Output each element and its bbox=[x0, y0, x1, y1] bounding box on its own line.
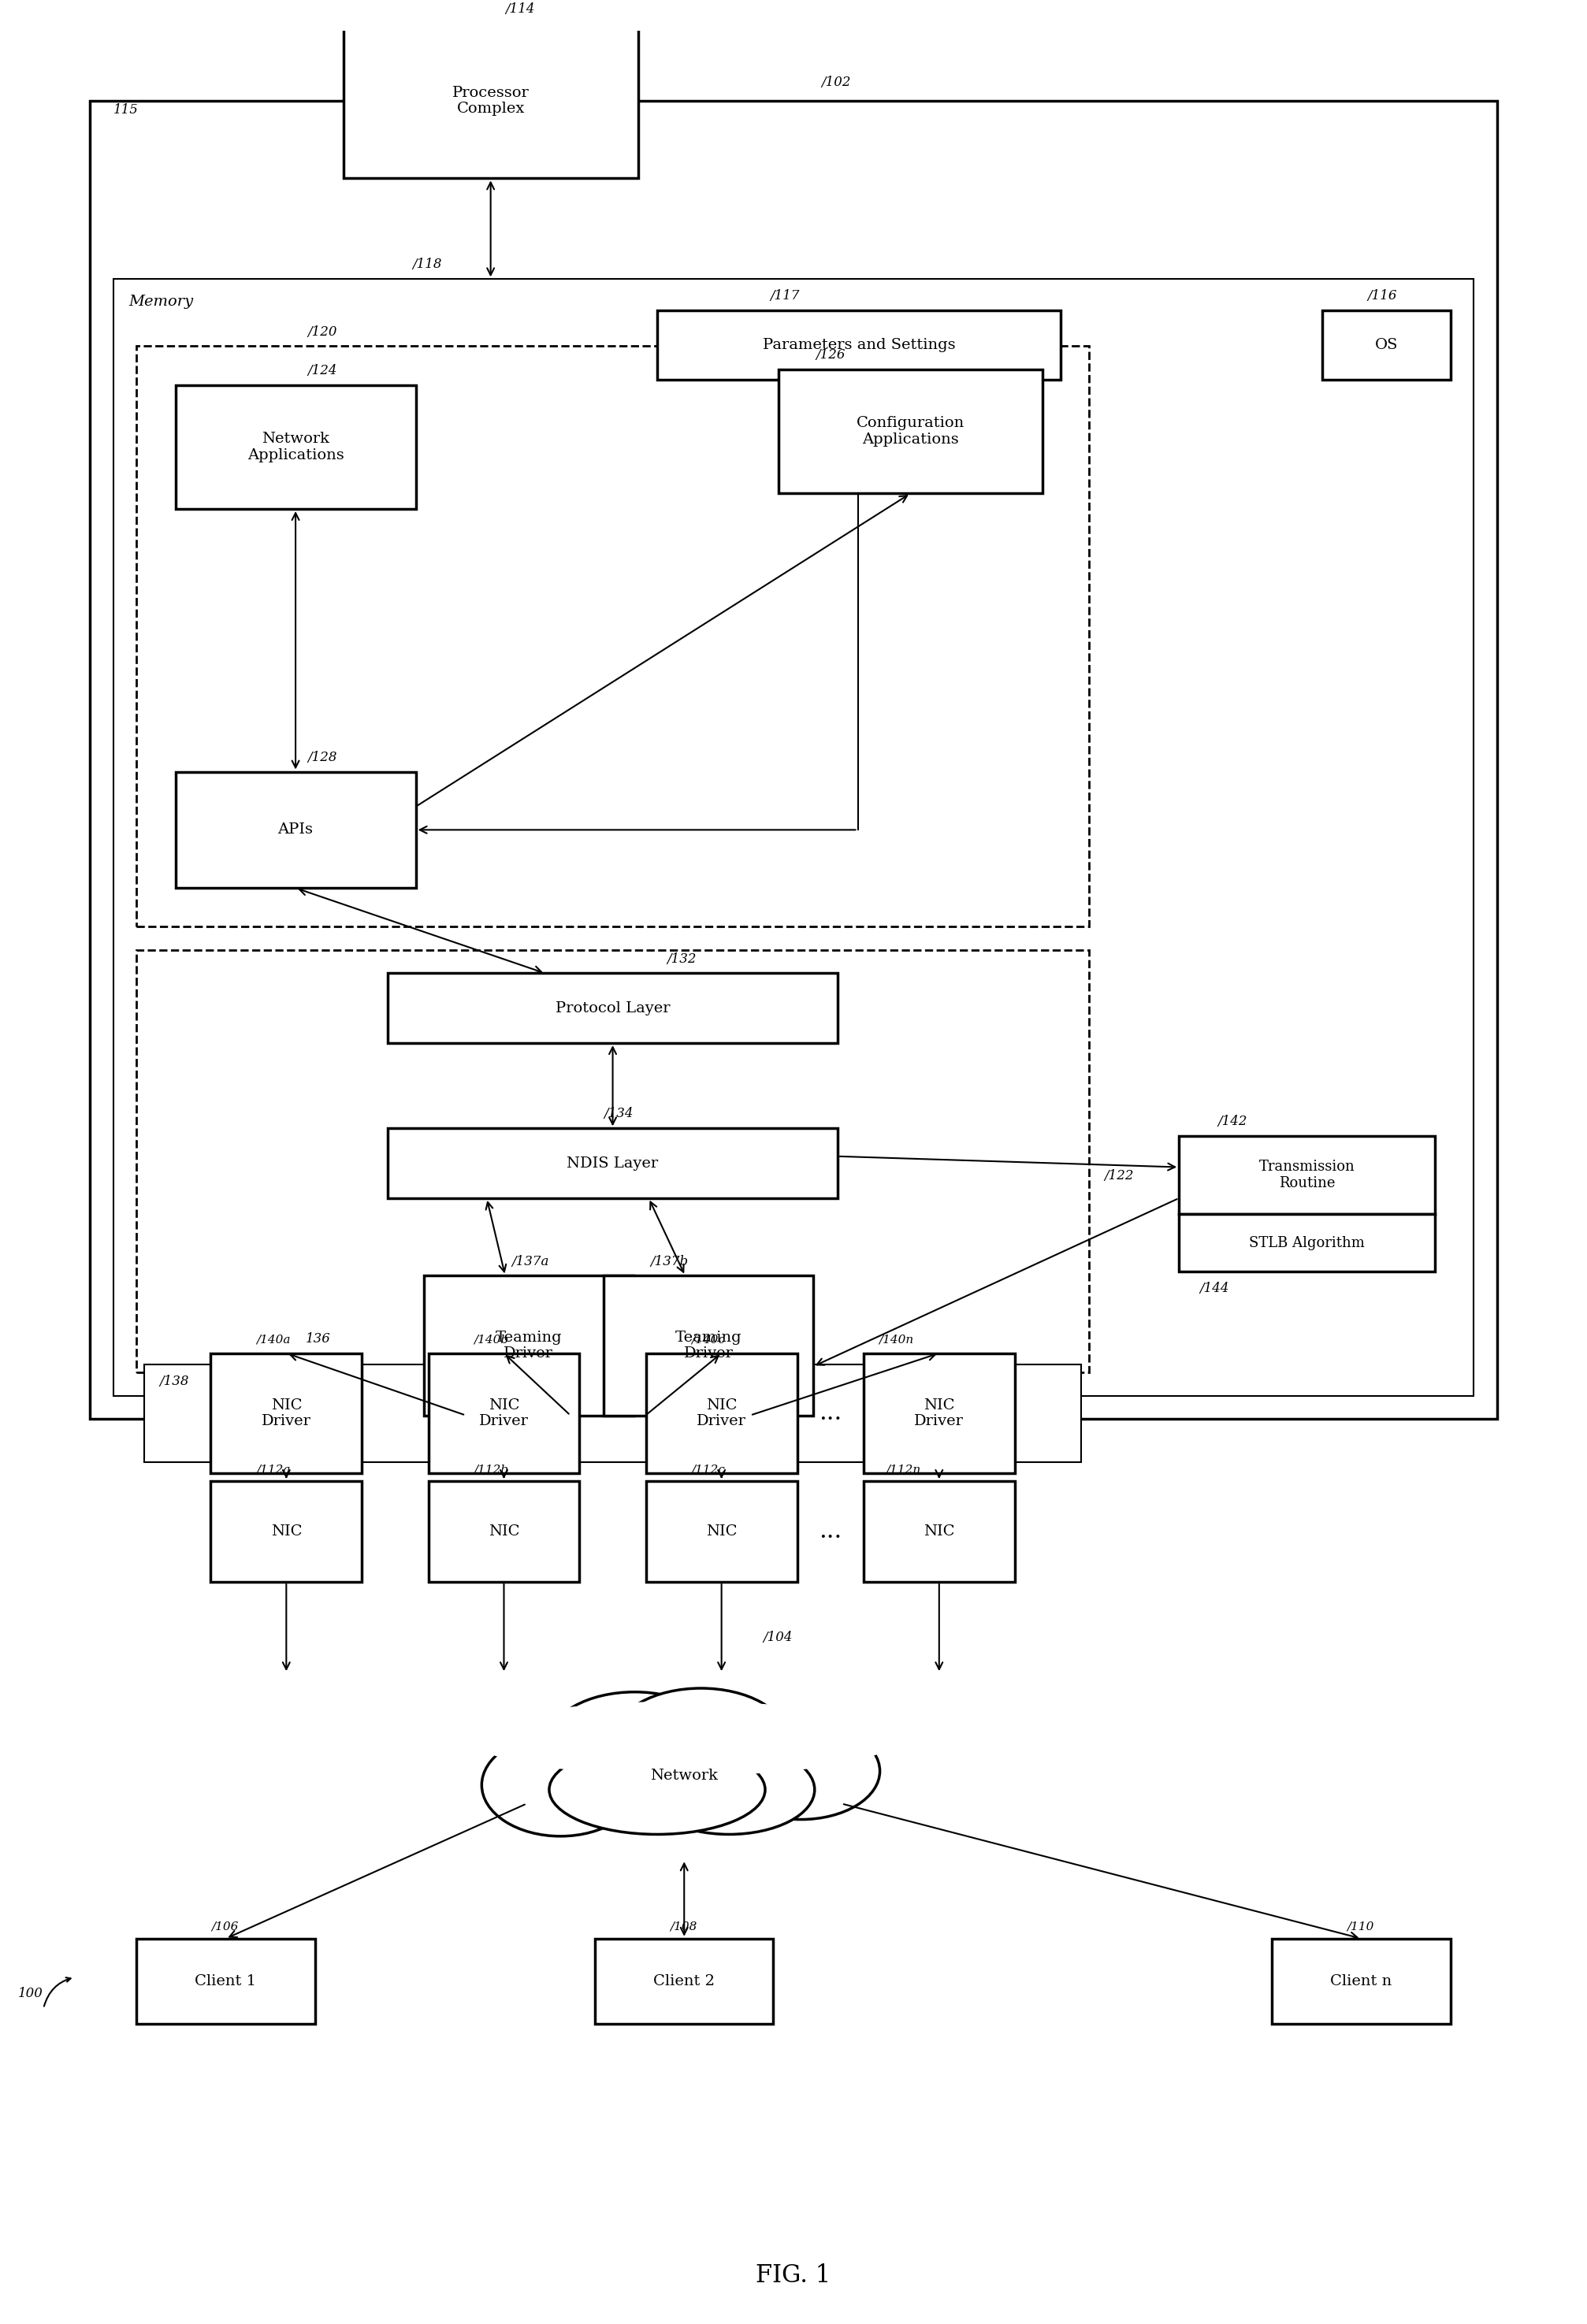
Text: NIC
Driver: NIC Driver bbox=[479, 1399, 528, 1429]
Bar bbox=[428, 1353, 579, 1473]
Bar bbox=[90, 100, 1497, 1420]
Bar bbox=[136, 951, 1089, 1373]
Text: Processor
Complex: Processor Complex bbox=[452, 86, 528, 116]
Bar bbox=[113, 279, 1474, 1397]
Text: Parameters and Settings: Parameters and Settings bbox=[763, 337, 955, 353]
Text: NIC
Driver: NIC Driver bbox=[262, 1399, 311, 1429]
Bar bbox=[863, 1480, 1014, 1583]
Text: NIC: NIC bbox=[924, 1525, 955, 1538]
Text: /132: /132 bbox=[667, 953, 697, 964]
Bar bbox=[387, 974, 838, 1043]
Bar bbox=[595, 1938, 773, 2024]
Ellipse shape bbox=[470, 1701, 898, 1776]
Bar bbox=[657, 309, 1060, 379]
Text: /140b: /140b bbox=[473, 1334, 508, 1346]
Text: NIC: NIC bbox=[706, 1525, 736, 1538]
Bar bbox=[211, 1480, 362, 1583]
Bar bbox=[387, 1129, 838, 1199]
Text: /144: /144 bbox=[1200, 1283, 1228, 1294]
Bar bbox=[175, 386, 416, 509]
Text: Memory: Memory bbox=[129, 295, 194, 309]
Text: /110: /110 bbox=[1347, 1922, 1374, 1931]
Text: 115: 115 bbox=[113, 102, 138, 116]
Text: Network: Network bbox=[651, 1769, 717, 1783]
Text: Teaming
Driver: Teaming Driver bbox=[674, 1329, 741, 1362]
Bar bbox=[1179, 1136, 1435, 1213]
Text: Teaming
Driver: Teaming Driver bbox=[495, 1329, 562, 1362]
Text: /137a: /137a bbox=[511, 1255, 549, 1269]
Text: ...: ... bbox=[819, 1401, 841, 1425]
Text: /114: /114 bbox=[505, 2, 535, 16]
Ellipse shape bbox=[459, 1706, 909, 1845]
Text: NIC: NIC bbox=[271, 1525, 302, 1538]
Text: /112b: /112b bbox=[473, 1464, 508, 1476]
Ellipse shape bbox=[616, 1687, 787, 1785]
Bar bbox=[646, 1480, 797, 1583]
Text: Client n: Client n bbox=[1330, 1973, 1392, 1989]
Ellipse shape bbox=[722, 1722, 879, 1820]
Bar bbox=[863, 1353, 1014, 1473]
Text: /137b: /137b bbox=[651, 1255, 689, 1269]
Text: /138: /138 bbox=[160, 1373, 189, 1387]
Text: /112n: /112n bbox=[886, 1464, 920, 1476]
Text: /140n: /140n bbox=[879, 1334, 914, 1346]
Bar bbox=[779, 370, 1043, 493]
Text: /142: /142 bbox=[1217, 1116, 1247, 1129]
Text: /117: /117 bbox=[770, 288, 800, 302]
Text: /102: /102 bbox=[822, 77, 851, 88]
Bar bbox=[1322, 309, 1451, 379]
Ellipse shape bbox=[549, 1692, 720, 1789]
Text: Client 2: Client 2 bbox=[654, 1973, 714, 1989]
Text: /108: /108 bbox=[670, 1922, 697, 1931]
Ellipse shape bbox=[470, 1738, 898, 1831]
Bar bbox=[144, 1364, 1081, 1462]
Text: Client 1: Client 1 bbox=[195, 1973, 257, 1989]
Ellipse shape bbox=[549, 1745, 765, 1834]
Bar bbox=[175, 772, 416, 888]
Text: /106: /106 bbox=[211, 1922, 238, 1931]
Text: 136: 136 bbox=[306, 1332, 330, 1346]
Text: /128: /128 bbox=[308, 751, 336, 765]
Text: /140a: /140a bbox=[256, 1334, 290, 1346]
Bar bbox=[136, 1938, 314, 2024]
Bar bbox=[136, 346, 1089, 927]
Text: STLB Algorithm: STLB Algorithm bbox=[1249, 1236, 1365, 1250]
Text: /122: /122 bbox=[1105, 1169, 1135, 1183]
Text: /140c: /140c bbox=[692, 1334, 725, 1346]
Text: 100: 100 bbox=[19, 1987, 43, 2001]
Text: ...: ... bbox=[819, 1520, 841, 1543]
Text: /116: /116 bbox=[1368, 288, 1397, 302]
Text: /112c: /112c bbox=[692, 1464, 725, 1476]
Text: /112a: /112a bbox=[256, 1464, 290, 1476]
Text: NIC: NIC bbox=[489, 1525, 519, 1538]
Text: Transmission
Routine: Transmission Routine bbox=[1258, 1160, 1355, 1190]
Text: /118: /118 bbox=[413, 258, 443, 272]
Bar bbox=[424, 1276, 633, 1415]
Text: NDIS Layer: NDIS Layer bbox=[567, 1157, 659, 1171]
Bar bbox=[646, 1353, 797, 1473]
Ellipse shape bbox=[482, 1734, 640, 1836]
Text: NIC
Driver: NIC Driver bbox=[914, 1399, 963, 1429]
Text: /120: /120 bbox=[308, 325, 338, 339]
Bar bbox=[603, 1276, 813, 1415]
Bar bbox=[428, 1480, 579, 1583]
Text: Configuration
Applications: Configuration Applications bbox=[857, 416, 965, 446]
Bar bbox=[1273, 1938, 1451, 2024]
Text: FIG. 1: FIG. 1 bbox=[755, 2264, 832, 2289]
Text: /124: /124 bbox=[308, 365, 336, 376]
Text: Protocol Layer: Protocol Layer bbox=[555, 1002, 670, 1016]
Text: APIs: APIs bbox=[278, 823, 313, 837]
Ellipse shape bbox=[644, 1745, 814, 1834]
Text: Network
Applications: Network Applications bbox=[248, 432, 344, 462]
Text: NIC
Driver: NIC Driver bbox=[697, 1399, 746, 1429]
Bar bbox=[343, 23, 638, 179]
Text: /134: /134 bbox=[603, 1106, 633, 1120]
Bar bbox=[211, 1353, 362, 1473]
Text: /126: /126 bbox=[816, 349, 844, 363]
Text: /104: /104 bbox=[763, 1631, 792, 1643]
Bar bbox=[1179, 1213, 1435, 1271]
Text: OS: OS bbox=[1374, 337, 1398, 353]
